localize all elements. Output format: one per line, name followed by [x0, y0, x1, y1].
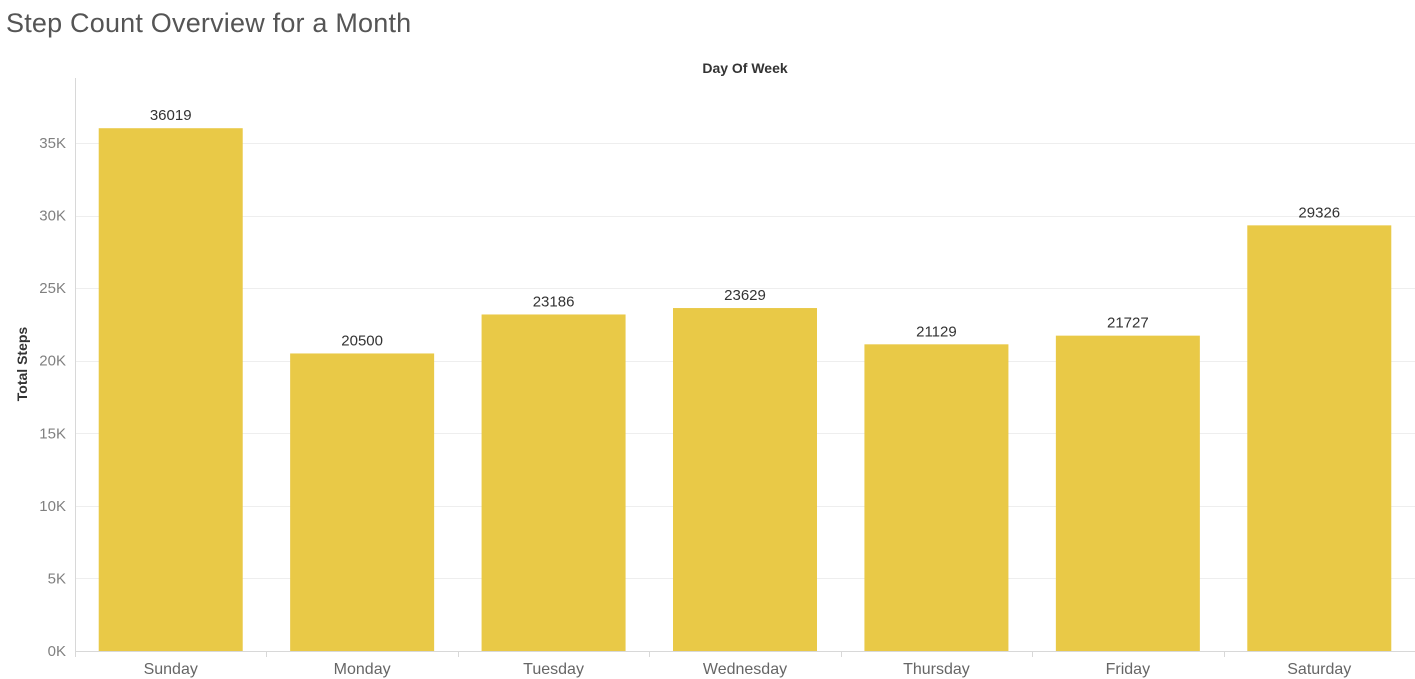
y-tick-label: 25K [39, 280, 66, 297]
data-label: 23629 [724, 287, 766, 304]
y-tick-label: 20K [39, 353, 66, 370]
x-tick-label: Wednesday [703, 661, 787, 678]
bar-wednesday [673, 308, 817, 651]
y-tick-label: 5K [48, 570, 66, 587]
data-label: 21129 [916, 323, 957, 340]
page-title: Step Count Overview for a Month [6, 8, 412, 38]
data-label: 36019 [150, 107, 192, 124]
bars [98, 128, 1392, 651]
x-tick-label: Friday [1106, 661, 1150, 678]
y-tick-label: 0K [48, 643, 66, 660]
y-tick-label: 30K [39, 208, 66, 225]
data-label: 29326 [1298, 204, 1340, 221]
x-tick-label: Tuesday [523, 661, 584, 678]
x-axis-title: Day Of Week [702, 60, 788, 76]
x-tick-label: Saturday [1287, 661, 1351, 678]
y-tick-label: 35K [39, 135, 66, 152]
axes [75, 78, 1415, 657]
x-tick-label: Sunday [144, 661, 198, 678]
x-tick-label: Monday [334, 661, 391, 678]
bar-saturday [1247, 225, 1392, 651]
data-label: 21727 [1107, 315, 1149, 332]
bar-monday [290, 353, 435, 651]
data-label: 20500 [341, 332, 383, 349]
y-axis-title: Total Steps [14, 327, 30, 402]
x-tick-label: Thursday [903, 661, 970, 678]
data-label: 23186 [533, 293, 575, 310]
labels: 0K 5K 10K 15K 20K 25K 30K 35K 36019 Sunday 20500 Mo… [39, 107, 1351, 678]
y-tick-label: 15K [39, 425, 66, 442]
bar-sunday [98, 128, 243, 651]
bar-thursday [864, 344, 1009, 651]
bar-friday [1055, 335, 1200, 651]
y-tick-label: 10K [39, 498, 66, 515]
bar-tuesday [481, 314, 626, 651]
